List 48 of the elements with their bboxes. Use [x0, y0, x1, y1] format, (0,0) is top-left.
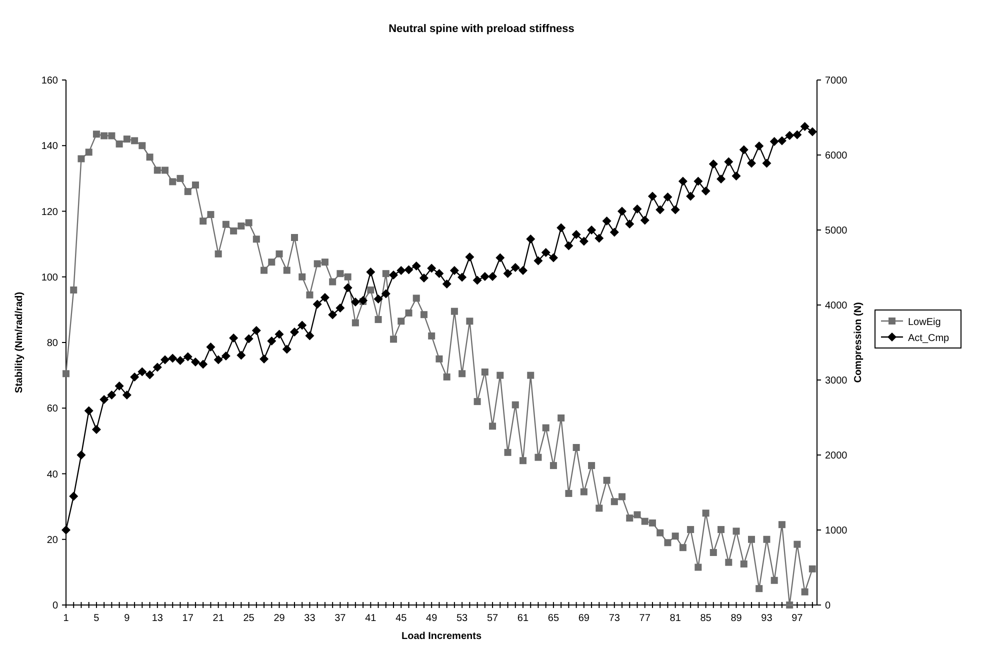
x-tick-label: 93: [761, 613, 773, 624]
y-tick-label: 20: [46, 534, 58, 546]
x-tick-label: 49: [426, 613, 438, 624]
legend-label: LowEig: [908, 317, 941, 328]
y-tick-label: 120: [41, 206, 58, 218]
y2-axis-title: Compression (N): [853, 302, 864, 383]
y2-tick-label: 7000: [825, 76, 848, 86]
y-tick-label: 160: [41, 76, 58, 86]
x-tick-label: 5: [94, 613, 100, 624]
y2-tick-label: 5000: [825, 226, 848, 236]
chart-title: Neutral spine with preload stiffness: [388, 23, 574, 35]
y-tick-label: 60: [46, 404, 58, 415]
x-tick-label: 25: [243, 613, 255, 624]
x-tick-label: 81: [670, 613, 682, 624]
y2-tick-label: 2000: [825, 450, 848, 462]
x-tick-label: 37: [334, 613, 346, 624]
x-tick-label: 77: [639, 613, 651, 624]
x-tick-label: 41: [365, 613, 377, 624]
x-tick-label: 73: [608, 613, 620, 624]
y2-tick-label: 1000: [825, 526, 848, 536]
x-tick-label: 17: [182, 613, 194, 624]
x-tick-label: 45: [396, 613, 408, 624]
x-tick-label: 9: [124, 613, 130, 624]
x-tick-label: 89: [730, 613, 742, 624]
x-tick-label: 65: [548, 613, 560, 624]
y-tick-label: 140: [41, 141, 58, 152]
x-tick-label: 85: [700, 613, 712, 624]
x-tick-label: 33: [304, 613, 316, 624]
x-tick-label: 21: [212, 613, 224, 624]
y-tick-label: 40: [46, 469, 58, 480]
x-tick-label: 57: [486, 613, 499, 624]
y2-tick-label: 4000: [825, 300, 848, 312]
x-tick-label: 53: [456, 613, 468, 624]
y-tick-label: 0: [52, 600, 58, 612]
x-tick-label: 29: [274, 613, 286, 624]
x-tick-label: 61: [517, 613, 529, 624]
y-tick-label: 80: [46, 338, 58, 349]
legend-label: Act_Cmp: [908, 333, 950, 344]
y-axis-title: Stability (Nm/rad/rad): [14, 292, 25, 394]
y-tick-label: 100: [41, 272, 58, 284]
x-tick-label: 13: [152, 613, 164, 624]
x-tick-label: 1: [63, 613, 70, 624]
y2-tick-label: 3000: [825, 376, 848, 386]
x-tick-label: 97: [792, 613, 804, 624]
y2-tick-label: 0: [825, 600, 831, 612]
x-axis-title: Load Increments: [401, 631, 482, 642]
x-tick-label: 69: [578, 613, 590, 624]
y2-tick-label: 6000: [825, 150, 848, 162]
